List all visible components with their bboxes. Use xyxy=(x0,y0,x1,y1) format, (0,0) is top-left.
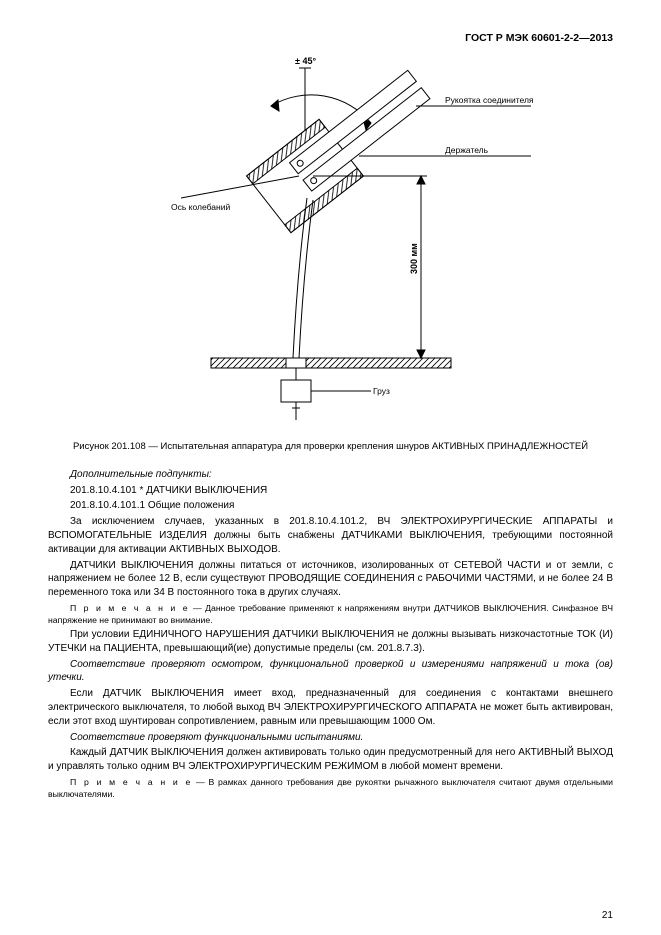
standard-header: ГОСТ Р МЭК 60601-2-2—2013 xyxy=(48,32,613,44)
para-5: Если ДАТЧИК ВЫКЛЮЧЕНИЯ имеет вход, предн… xyxy=(48,687,613,728)
label-weight: Груз xyxy=(373,386,390,396)
note-1-prefix: П р и м е ч а н и е xyxy=(70,603,190,613)
figure-caption-prefix: Рисунок 201.108 — xyxy=(73,441,161,452)
para-3: При условии ЕДИНИЧНОГО НАРУШЕНИЯ ДАТЧИКИ… xyxy=(48,628,613,656)
para-6: Соответствие проверяют функциональными и… xyxy=(48,731,613,745)
para-2: ДАТЧИКИ ВЫКЛЮЧЕНИЯ должны питаться от ис… xyxy=(48,559,613,600)
label-holder: Держатель xyxy=(445,145,489,155)
body-text: Дополнительные подпункты: 201.8.10.4.101… xyxy=(48,468,613,800)
label-angle: ± 45° xyxy=(295,56,316,66)
figure-container: ± 45° Рукоятка соединителя xyxy=(48,48,613,433)
weight xyxy=(281,368,311,420)
note-1: П р и м е ч а н и е — Данное требование … xyxy=(48,602,613,626)
note-2-prefix: П р и м е ч а н и е xyxy=(70,777,192,787)
para-4: Соответствие проверяют осмотром, функцио… xyxy=(48,658,613,686)
sub-heading: Дополнительные подпункты: xyxy=(48,468,613,482)
label-axis: Ось колебаний xyxy=(171,202,230,212)
para-7: Каждый ДАТЧИК ВЫКЛЮЧЕНИЯ должен активиро… xyxy=(48,746,613,774)
label-handle: Рукоятка соединителя xyxy=(445,95,534,105)
figure-caption: Рисунок 201.108 — Испытательная аппарату… xyxy=(48,441,613,454)
figure-caption-text: Испытательная аппаратура для проверки кр… xyxy=(161,441,589,452)
label-height: 300 мм xyxy=(409,243,419,274)
base-plate xyxy=(211,358,451,368)
figure-svg: ± 45° Рукоятка соединителя xyxy=(121,48,541,428)
page-number: 21 xyxy=(602,910,613,921)
para-1: За исключением случаев, указанных в 201.… xyxy=(48,515,613,556)
clause-1: 201.8.10.4.101 * ДАТЧИКИ ВЫКЛЮЧЕНИЯ xyxy=(48,484,613,498)
page: ГОСТ Р МЭК 60601-2-2—2013 ± 45° xyxy=(0,0,661,935)
note-2: П р и м е ч а н и е — В рамках данного т… xyxy=(48,776,613,800)
clause-2: 201.8.10.4.101.1 Общие положения xyxy=(48,499,613,513)
